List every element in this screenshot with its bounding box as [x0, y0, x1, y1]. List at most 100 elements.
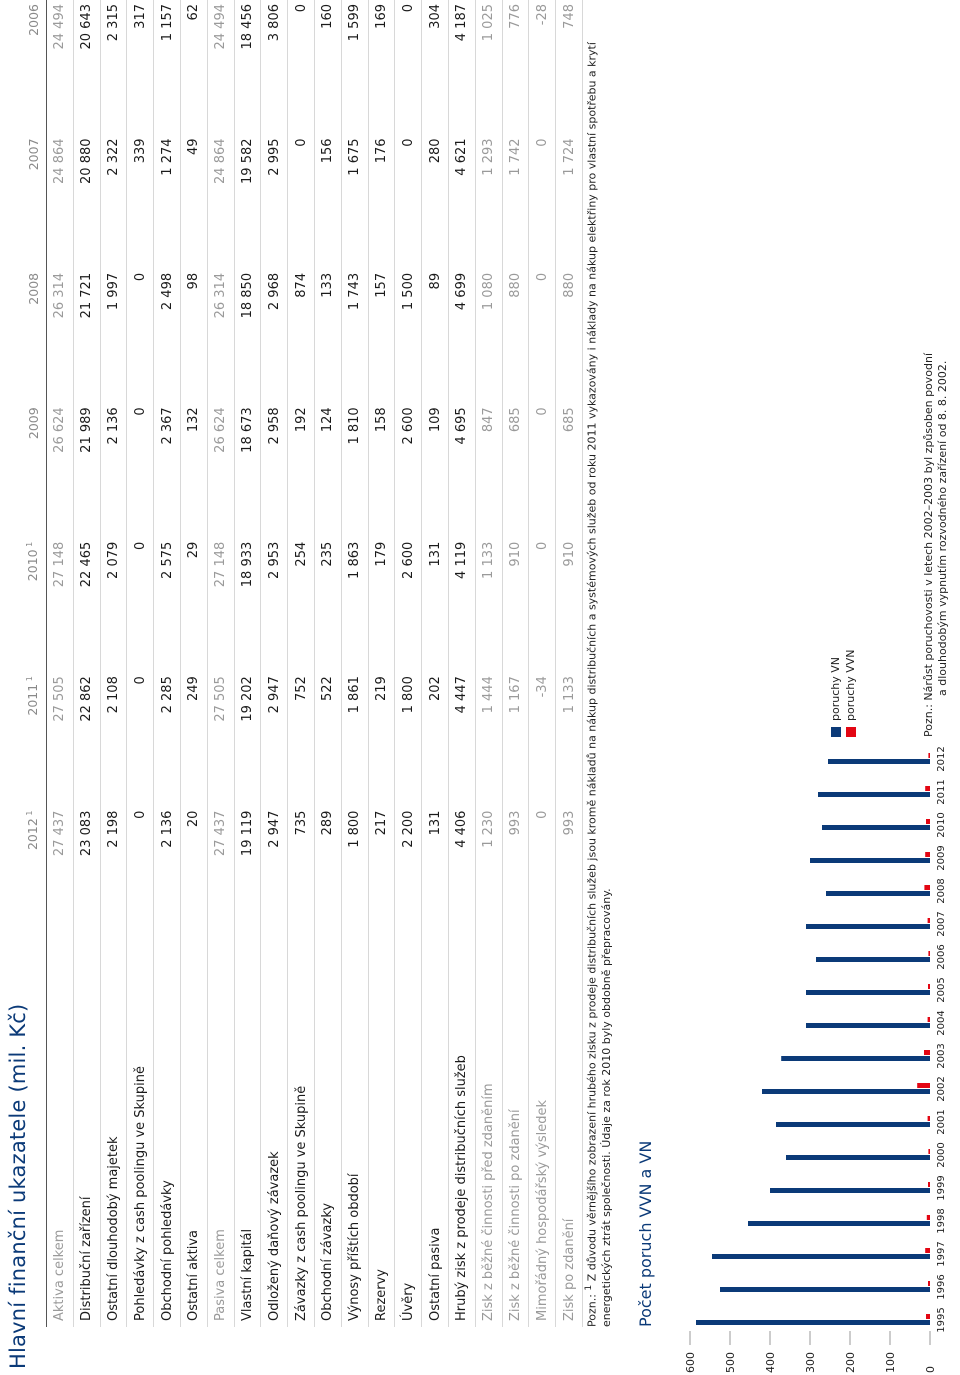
- row-value: 169: [368, 0, 395, 135]
- y-tick-label: 600: [684, 1352, 697, 1373]
- row-value: 26 314: [207, 268, 235, 404]
- row-value: 4 187: [448, 0, 476, 135]
- row-value: 26 314: [46, 268, 74, 404]
- row-label: Zisk z běžné činnosti po zdanění: [502, 941, 529, 1327]
- table-header-year: 2009: [20, 403, 47, 538]
- row-value: 0: [126, 403, 154, 538]
- row-value: 20: [180, 806, 208, 941]
- row-value: 2 367: [153, 403, 181, 538]
- row-value: 131: [421, 537, 449, 673]
- row-value: 131: [421, 806, 449, 941]
- bar-vn: [776, 1122, 930, 1127]
- row-value: 156: [314, 134, 342, 269]
- row-value: 2 198: [100, 806, 127, 941]
- row-value: 249: [180, 672, 208, 807]
- row-value: 1 167: [502, 672, 529, 807]
- table-row: Ostatní pasiva 131 202 131 109 89 280 304: [421, 0, 449, 1327]
- row-value: 20 643: [73, 0, 101, 135]
- table-row: Pasiva celkem 27 437 27 505 27 148 26 624 26 …: [207, 0, 235, 1327]
- table-row: Aktiva celkem 27 437 27 505 27 148 26 624 26 …: [46, 0, 74, 1327]
- row-value: 26 624: [46, 403, 74, 538]
- row-value: 22 465: [73, 537, 101, 673]
- table-row: Zisk z běžné činnosti po zdanění 993 1 167…: [502, 0, 529, 1327]
- bar-vn: [810, 858, 930, 863]
- y-tick-label: 300: [804, 1352, 817, 1373]
- row-value: 1 444: [475, 672, 503, 807]
- row-value: 2 600: [394, 537, 422, 673]
- legend-item-vvn: poruchy VVN: [843, 649, 858, 737]
- x-tick-label: 2011: [936, 779, 947, 804]
- table-row: Výnosy příštích období 1 800 1 861 1 863 1 8…: [341, 0, 369, 1327]
- table-header-row: 2012 1 2011 1 2010 1 2009 2008 2007 2006: [20, 0, 47, 1327]
- row-value: 304: [421, 0, 449, 135]
- row-value: 24 864: [207, 134, 235, 269]
- table-header-year: 2012 1: [20, 806, 47, 941]
- row-value: 18 456: [234, 0, 261, 135]
- bar-vn: [748, 1221, 930, 1226]
- row-value: -28: [528, 0, 556, 135]
- row-value: 202: [421, 672, 449, 807]
- row-value: 4 119: [448, 537, 476, 673]
- row-value: 880: [555, 268, 583, 404]
- row-value: 1 861: [341, 672, 369, 807]
- x-tick-label: 1999: [936, 1175, 947, 1200]
- row-value: 280: [421, 134, 449, 269]
- row-value: 22 862: [73, 672, 101, 807]
- row-value: 29: [180, 537, 208, 673]
- bar-vn: [806, 924, 930, 929]
- table-header-year: 2010 1: [20, 537, 47, 673]
- row-value: 0: [126, 268, 154, 404]
- row-label: Distribuční zařízení: [73, 941, 101, 1327]
- table-row: Závazky z cash poolingu ve Skupině 735 752…: [287, 0, 315, 1327]
- row-value: 685: [555, 403, 583, 538]
- bar-vn: [806, 1023, 930, 1028]
- table-row: Hrubý zisk z prodeje distribučních služe…: [448, 0, 476, 1327]
- row-value: 179: [368, 537, 395, 673]
- row-value: 2 285: [153, 672, 181, 807]
- row-value: 993: [555, 806, 583, 941]
- bar-vvn: [917, 1083, 931, 1088]
- y-tick-label: 100: [884, 1352, 897, 1373]
- y-tick-label: 0: [924, 1366, 937, 1373]
- row-value: 3 806: [260, 0, 288, 135]
- bar-vvn: [926, 1314, 930, 1319]
- row-value: 874: [287, 268, 315, 404]
- row-value: 27 505: [207, 672, 235, 807]
- table-row: Odložený daňový závazek 2 947 2 947 2 953 2 …: [260, 0, 288, 1327]
- row-label: Mimořádný hospodářský výsledek: [528, 941, 556, 1327]
- row-value: 4 699: [448, 268, 476, 404]
- y-tick-label: 200: [844, 1352, 857, 1373]
- row-value: 18 850: [234, 268, 261, 404]
- table-row: Úvěry 2 200 1 800 2 600 2 600 1 500 0 0: [394, 0, 422, 1327]
- row-label: Výnosy příštích období: [341, 941, 369, 1327]
- row-value: 2 968: [260, 268, 288, 404]
- bar-vvn: [927, 1017, 931, 1022]
- row-label: Hrubý zisk z prodeje distribučních služe…: [448, 941, 476, 1327]
- row-value: 124: [314, 403, 342, 538]
- legend-swatch-vvn: [845, 727, 856, 737]
- bar-vn: [806, 990, 930, 995]
- row-value: 62: [180, 0, 208, 135]
- row-value: 4 621: [448, 134, 476, 269]
- row-value: 19 119: [234, 806, 261, 941]
- row-value: 219: [368, 672, 395, 807]
- row-label: Rezervy: [368, 941, 395, 1327]
- row-value: 2 079: [100, 537, 127, 673]
- row-value: 1 997: [100, 268, 127, 404]
- row-value: 27 148: [207, 537, 235, 673]
- x-tick-label: 2010: [936, 812, 947, 837]
- row-value: 18 933: [234, 537, 261, 673]
- row-value: 19 202: [234, 672, 261, 807]
- table-row: Obchodní závazky 289 522 235 124 133 156 160: [314, 0, 342, 1327]
- bar-vn: [781, 1056, 930, 1061]
- chart-title: Počet poruch VVN a VN: [636, 1140, 655, 1327]
- row-value: 4 406: [448, 806, 476, 941]
- row-value: 192: [287, 403, 315, 538]
- y-tick-label: 500: [724, 1352, 737, 1373]
- row-value: 0: [126, 672, 154, 807]
- row-label: Odložený daňový závazek: [260, 941, 288, 1327]
- chart-footnote-line2: a dlouhodobým vypnutím rozvodného zaříze…: [936, 360, 949, 696]
- bar-vvn: [925, 786, 931, 791]
- table-row: Ostatní dlouhodobý majetek 2 198 2 108 2 07…: [100, 0, 127, 1327]
